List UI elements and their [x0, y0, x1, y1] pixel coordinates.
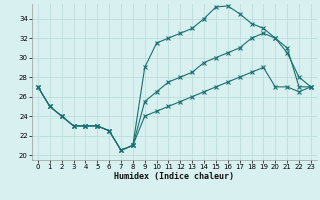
X-axis label: Humidex (Indice chaleur): Humidex (Indice chaleur): [115, 172, 234, 181]
